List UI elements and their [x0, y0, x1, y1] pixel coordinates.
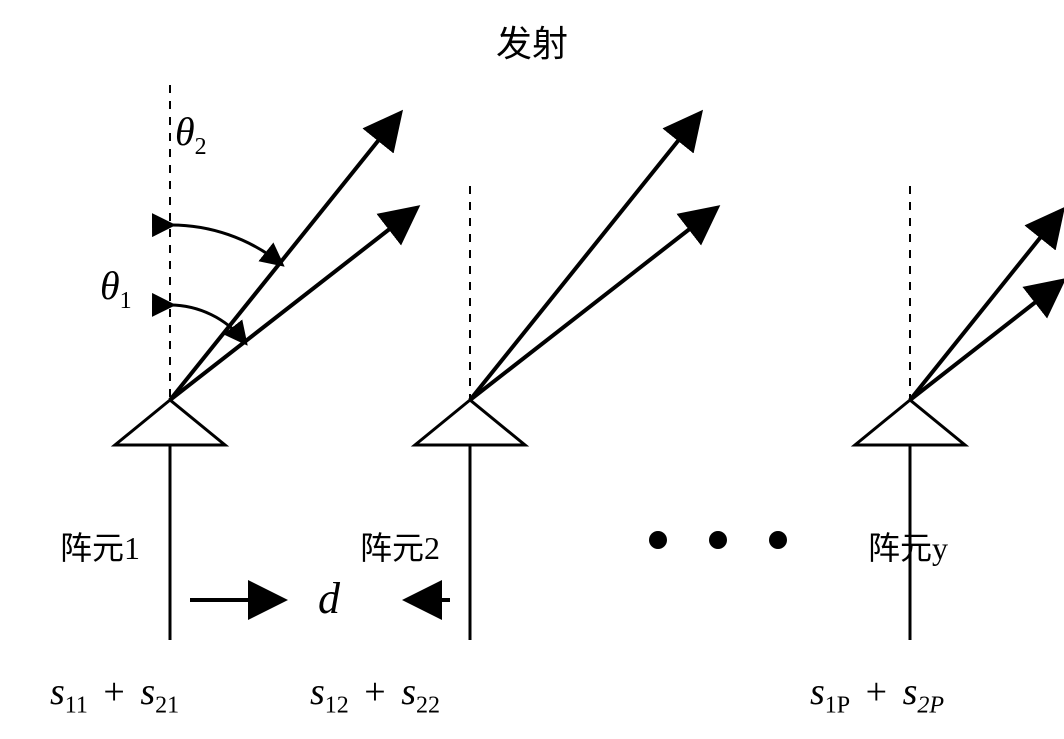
signal-1: s11 + s21 — [50, 670, 179, 720]
antenna-y — [855, 186, 1060, 640]
antenna1-label: 阵元1 — [60, 523, 140, 569]
antennay-label: 阵元y — [868, 523, 948, 569]
antenna-2 — [415, 116, 714, 640]
signal-y: s1P + s2P — [810, 670, 944, 720]
ellipsis-dots — [649, 531, 787, 549]
diagram-title: 发射 — [496, 15, 568, 67]
theta2-label: θ2 — [175, 108, 207, 161]
theta1-label: θ1 — [100, 262, 132, 315]
diagram-svg — [0, 0, 1064, 739]
spacing-d-label: d — [318, 573, 340, 624]
antenna2-label: 阵元2 — [360, 523, 440, 569]
signal-2: s12 + s22 — [310, 670, 440, 720]
